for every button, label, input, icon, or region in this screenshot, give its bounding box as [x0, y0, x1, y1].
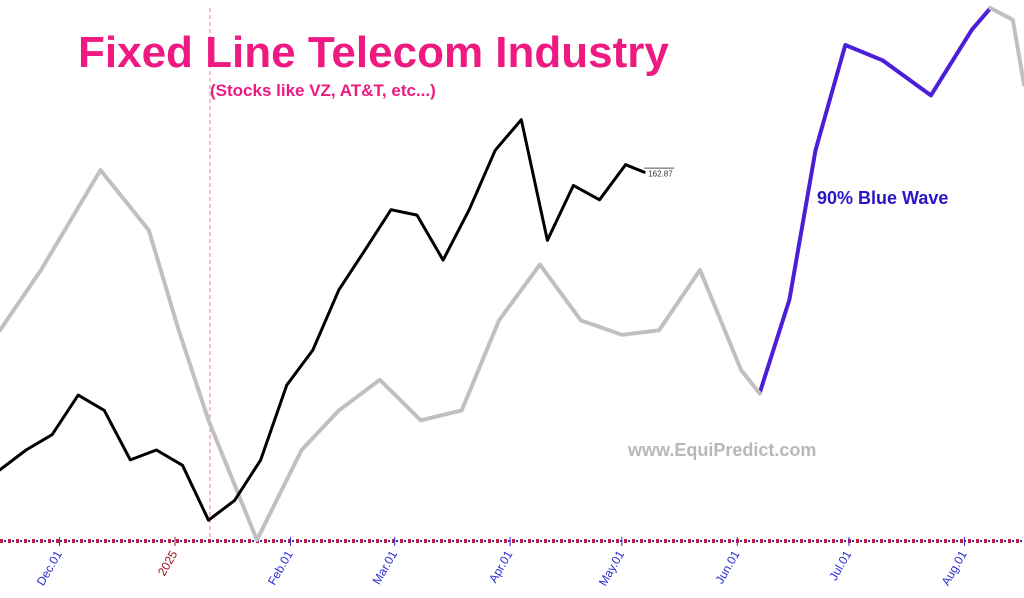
chart-subtitle: (Stocks like VZ, AT&T, etc...): [210, 81, 436, 100]
x-tick-label: 2025: [155, 548, 181, 578]
x-tick-label: Mar.01: [370, 548, 401, 587]
chart-title: Fixed Line Telecom Industry: [78, 28, 669, 77]
x-tick-label: Aug.01: [939, 548, 970, 588]
series-line: [0, 6, 1024, 542]
series-line: [0, 118, 646, 522]
x-tick-label: May.01: [596, 548, 628, 589]
x-tick-label: Dec.01: [34, 548, 65, 588]
x-tick-label: Jun.01: [712, 548, 742, 586]
x-tick-label: Apr.01: [486, 548, 516, 585]
watermark: www.EquiPredict.com: [627, 440, 816, 460]
x-tick-label: Jul.01: [826, 548, 854, 583]
x-tick-label: Feb.01: [265, 548, 296, 588]
price-label: 162.87: [648, 169, 673, 178]
annotation: 90% Blue Wave: [817, 188, 948, 208]
series-line: [757, 6, 993, 396]
